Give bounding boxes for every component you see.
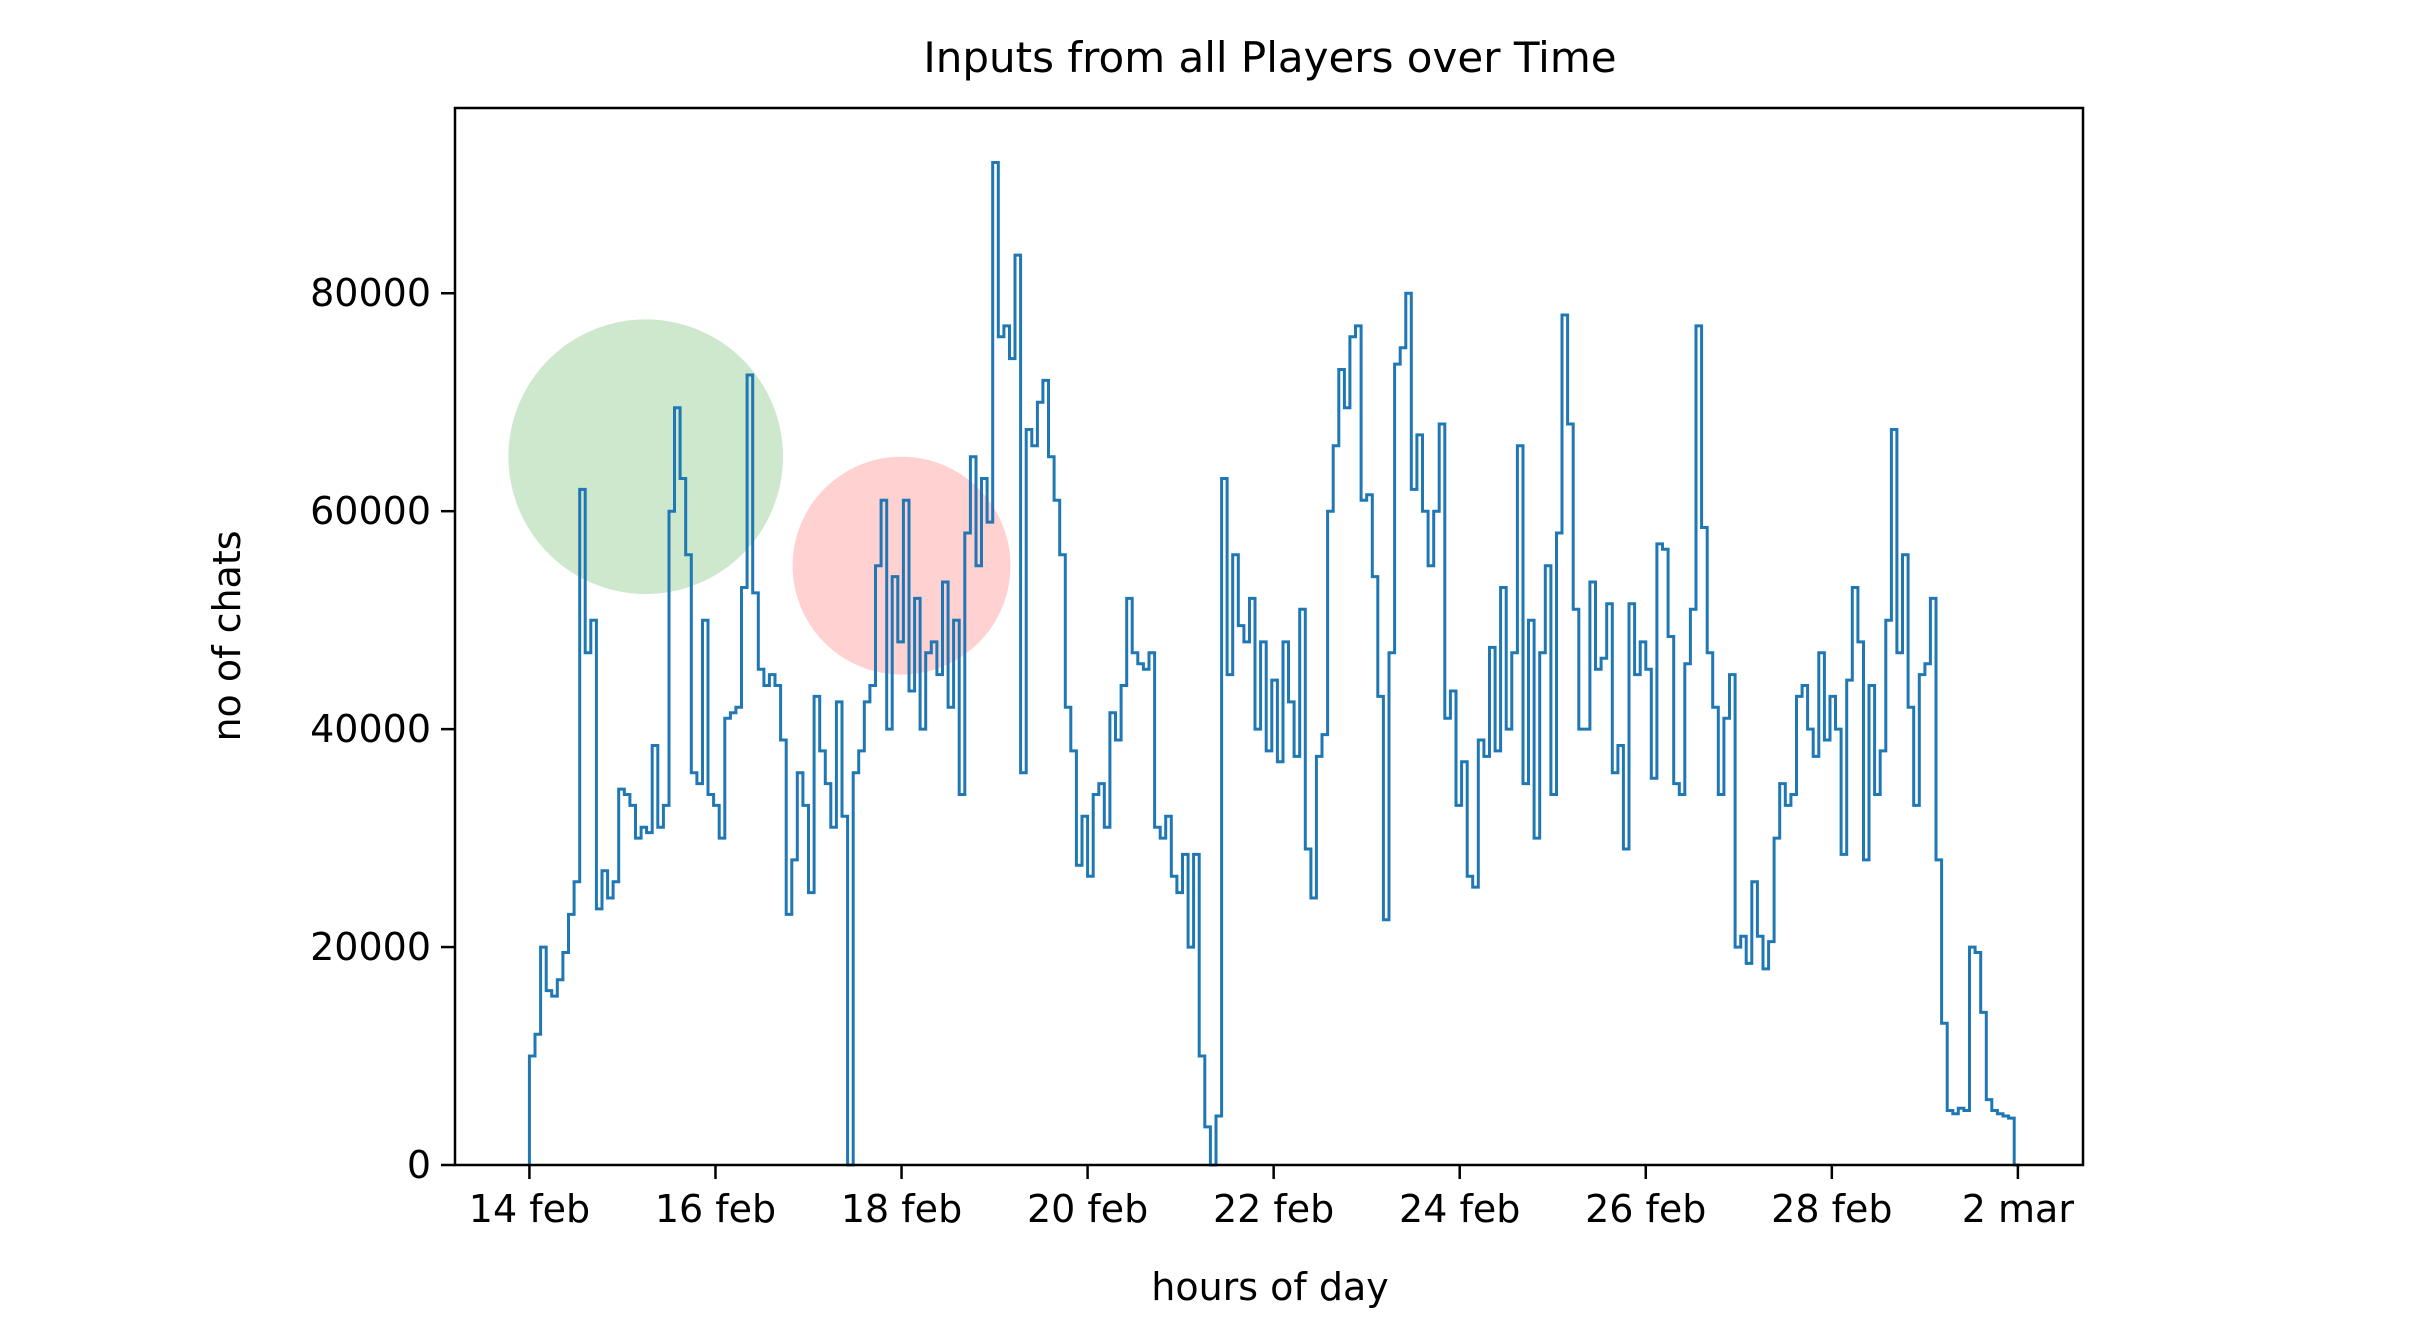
x-tick-label: 24 feb bbox=[1399, 1187, 1520, 1231]
annotation-circle-1 bbox=[508, 319, 784, 595]
x-tick-label: 20 feb bbox=[1027, 1187, 1148, 1231]
y-tick-label: 80000 bbox=[310, 271, 431, 315]
x-axis-label: hours of day bbox=[1151, 1265, 1389, 1309]
x-tick-label: 18 feb bbox=[841, 1187, 962, 1231]
chart-title: Inputs from all Players over Time bbox=[923, 33, 1616, 82]
plot-frame bbox=[453, 106, 2085, 1167]
x-axis: 14 feb 16 feb 18 feb 20 feb 22 feb 24 feb 26 f… bbox=[469, 1165, 2075, 1231]
y-tick-label: 60000 bbox=[310, 489, 431, 533]
x-tick-label: 26 feb bbox=[1585, 1187, 1706, 1231]
x-tick-label: 28 feb bbox=[1771, 1187, 1892, 1231]
series-line-1 bbox=[527, 161, 2020, 1167]
x-tick-label: 14 feb bbox=[469, 1187, 590, 1231]
y-axis-label: no of chats bbox=[205, 530, 249, 741]
y-tick-label: 0 bbox=[407, 1143, 431, 1187]
x-tick-label: 16 feb bbox=[655, 1187, 776, 1231]
y-tick-label: 20000 bbox=[310, 925, 431, 969]
x-tick-label: 22 feb bbox=[1213, 1187, 1334, 1231]
y-tick-label: 40000 bbox=[310, 707, 431, 751]
series-layer bbox=[527, 161, 2020, 1167]
y-axis: 0 20000 40000 60000 80000 bbox=[310, 271, 455, 1187]
x-tick-label: 2 mar bbox=[1962, 1187, 2075, 1231]
